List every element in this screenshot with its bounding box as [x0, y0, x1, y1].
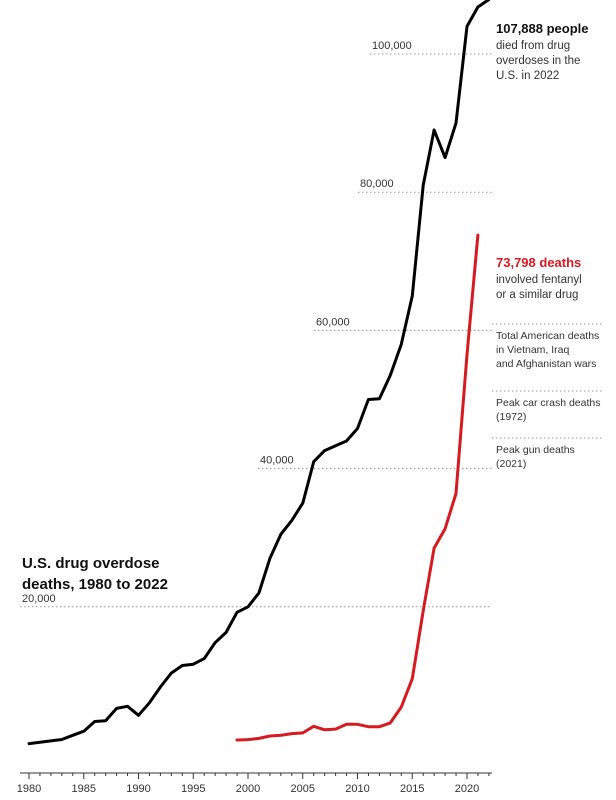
x-tick-label-1985: 1985	[72, 783, 96, 795]
series-lines	[27, 0, 491, 746]
ref-text-wars-1: Total American deaths	[496, 330, 599, 342]
gridline-label-40000: 40,000	[260, 455, 294, 467]
fentanyl-annotation-line-1: involved fentanyl	[496, 274, 582, 286]
total-annotation-line-3: U.S. in 2022	[496, 70, 559, 82]
ref-text-car-2: (1972)	[496, 411, 526, 423]
x-tick-label-2000: 2000	[236, 783, 260, 795]
ref-text-gun-2: (2021)	[496, 458, 526, 470]
reference-notes: Total American deaths in Vietnam, Iraq a…	[492, 323, 602, 470]
gridline-label-60000: 60,000	[316, 316, 350, 328]
gridline-label-100000: 100,000	[372, 40, 412, 52]
ref-text-gun-1: Peak gun deaths	[496, 444, 575, 456]
gridlines: 20,000 40,000 60,000 80,000 100,000	[20, 40, 492, 608]
gridline-label-20000: 20,000	[22, 593, 56, 605]
x-tick-label-1995: 1995	[181, 783, 205, 795]
x-tick-label-2005: 2005	[291, 783, 315, 795]
x-tick-label-2010: 2010	[345, 783, 369, 795]
x-tick-label-1980: 1980	[17, 783, 41, 795]
x-tick-label-2015: 2015	[400, 783, 424, 795]
x-axis: 1980 1985 1990 1995 2000 2005 2010 2015 2020	[17, 772, 492, 795]
x-tick-label-2020: 2020	[455, 783, 479, 795]
fentanyl-annotation-head: 73,798 deaths	[496, 255, 581, 270]
total-annotation-head: 107,888 people	[496, 21, 589, 36]
ref-text-wars-2: in Vietnam, Iraq	[496, 344, 570, 356]
ref-text-car-1: Peak car crash deaths	[496, 397, 600, 409]
ref-text-wars-3: and Afghanistan wars	[496, 358, 596, 370]
total-annotation-line-1: died from drug	[496, 40, 570, 52]
x-tick-label-1990: 1990	[126, 783, 150, 795]
total-annotation-line-2: overdoses in the	[496, 55, 580, 67]
series-line-1	[235, 233, 480, 742]
fentanyl-annotation-line-2: or a similar drug	[496, 289, 578, 301]
gridline-label-80000: 80,000	[360, 178, 394, 190]
chart-title-line-1: U.S. drug overdose	[22, 555, 160, 572]
chart-title-line-2: deaths, 1980 to 2022	[22, 576, 168, 593]
